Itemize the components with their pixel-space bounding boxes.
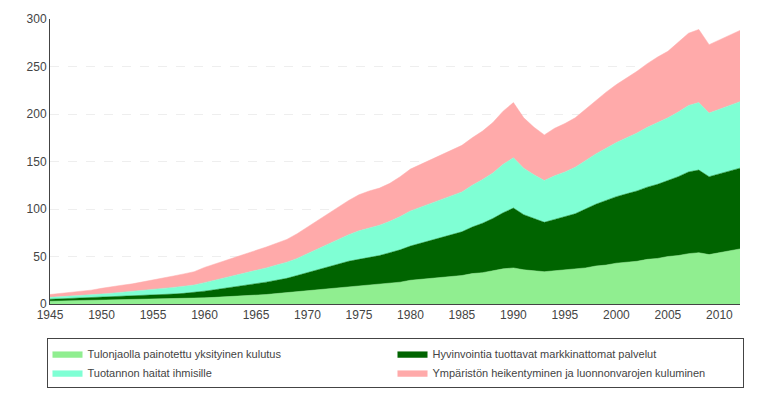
svg-text:1985: 1985 bbox=[449, 308, 476, 322]
svg-text:2000: 2000 bbox=[603, 308, 630, 322]
svg-text:150: 150 bbox=[27, 155, 47, 169]
svg-text:1990: 1990 bbox=[500, 308, 527, 322]
svg-text:1945: 1945 bbox=[37, 308, 64, 322]
svg-text:2010: 2010 bbox=[706, 308, 733, 322]
svg-text:50: 50 bbox=[33, 250, 47, 264]
svg-text:250: 250 bbox=[27, 60, 47, 74]
svg-text:1995: 1995 bbox=[552, 308, 579, 322]
svg-text:100: 100 bbox=[27, 202, 47, 216]
svg-text:300: 300 bbox=[27, 12, 47, 26]
svg-text:1980: 1980 bbox=[397, 308, 424, 322]
svg-text:1965: 1965 bbox=[243, 308, 270, 322]
svg-text:200: 200 bbox=[27, 107, 47, 121]
svg-text:2005: 2005 bbox=[655, 308, 682, 322]
svg-text:0: 0 bbox=[40, 297, 47, 311]
svg-text:1955: 1955 bbox=[140, 308, 167, 322]
svg-text:Tulonjaolla painotettu yksityi: Tulonjaolla painotettu yksityinen kulutu… bbox=[88, 348, 282, 360]
svg-text:Hyvinvointia tuottavat markkin: Hyvinvointia tuottavat markkinattomat pa… bbox=[433, 348, 657, 360]
svg-text:1950: 1950 bbox=[88, 308, 115, 322]
svg-text:Ympäristön heikentyminen ja lu: Ympäristön heikentyminen ja luonnonvaroj… bbox=[433, 367, 706, 379]
svg-text:1970: 1970 bbox=[294, 308, 321, 322]
svg-text:1960: 1960 bbox=[191, 308, 218, 322]
svg-text:Tuotannon haitat ihmisille: Tuotannon haitat ihmisille bbox=[88, 367, 212, 379]
svg-text:1975: 1975 bbox=[346, 308, 373, 322]
